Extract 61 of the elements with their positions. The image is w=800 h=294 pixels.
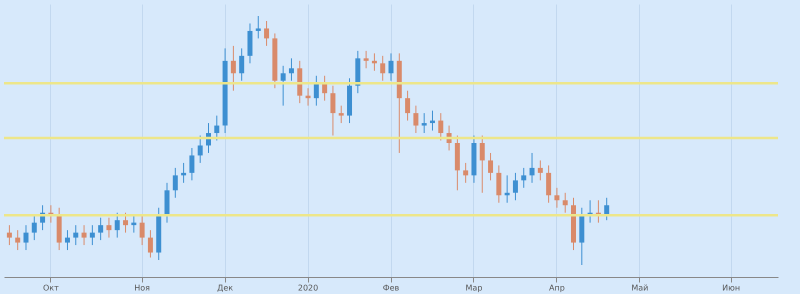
- candlestick: [73, 224, 78, 246]
- candlestick: [32, 214, 37, 241]
- candlestick: [330, 85, 336, 136]
- candlestick: [422, 112, 427, 134]
- candlestick: [280, 65, 286, 106]
- candlestick: [82, 224, 87, 246]
- candlestick: [546, 164, 552, 204]
- x-tick-label: Ноя: [134, 284, 150, 292]
- candlestick: [140, 214, 145, 246]
- candlestick: [98, 217, 104, 241]
- x-tick-label: Май: [631, 284, 648, 292]
- candlestick: [430, 110, 435, 132]
- candlestick: [131, 214, 136, 234]
- candlestick: [123, 212, 128, 234]
- candlestick: [23, 224, 28, 251]
- candlestick: [114, 212, 120, 238]
- candlestick: [372, 52, 377, 72]
- candlestick: [438, 112, 444, 141]
- candlestick: [405, 90, 410, 122]
- candlestick: [504, 174, 510, 204]
- candlestick: [388, 52, 394, 82]
- candlestick: [512, 172, 518, 201]
- candlestick: [488, 152, 494, 181]
- candlestick: [521, 167, 526, 188]
- candlestick: [604, 197, 610, 221]
- candlestick: [239, 48, 244, 82]
- candlestick: [90, 224, 95, 246]
- candlestick: [189, 147, 194, 181]
- candlestick: [214, 115, 220, 141]
- candlestick: [264, 20, 270, 46]
- candlestick: [256, 16, 261, 39]
- candlestick: [172, 167, 178, 198]
- candlestick: [148, 230, 153, 258]
- candlestick: [314, 75, 319, 106]
- x-tick-label: Июн: [722, 284, 740, 292]
- candlestick: [338, 105, 344, 124]
- x-tick-label: Дек: [217, 284, 234, 292]
- candlestick: [64, 230, 70, 251]
- x-tick-label: Окт: [42, 284, 60, 292]
- candlestick: [413, 105, 418, 134]
- candlestick: [106, 217, 112, 238]
- candlestick: [538, 160, 543, 181]
- candlestick: [463, 162, 468, 184]
- candlestick: [230, 45, 236, 92]
- candlestick: [198, 135, 203, 164]
- candlestick: [496, 164, 502, 204]
- x-tick-label: Фев: [382, 284, 400, 292]
- x-tick-label: 2020: [298, 284, 318, 292]
- candlestick: [6, 224, 12, 246]
- candlestick: [288, 58, 294, 82]
- candlestick: [380, 55, 386, 82]
- candlestick: [562, 192, 568, 214]
- candlestick: [364, 50, 369, 69]
- candlestick: [181, 162, 186, 184]
- x-tick-label: Апр: [549, 284, 565, 292]
- candlestick: [554, 187, 560, 208]
- candlestick: [480, 135, 485, 194]
- candlestick: [306, 88, 311, 106]
- x-tick-label: Мар: [466, 284, 482, 292]
- candlestick: [15, 230, 20, 251]
- candlestick: [530, 152, 535, 184]
